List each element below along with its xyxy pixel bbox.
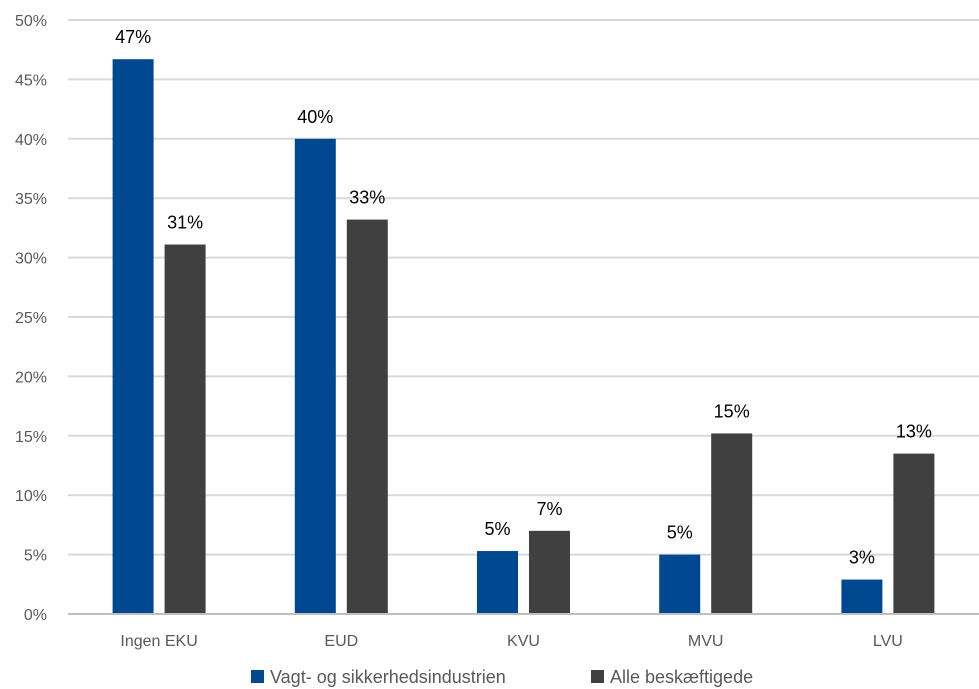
data-label: 5% xyxy=(667,523,693,543)
y-tick-label: 30% xyxy=(15,251,47,268)
data-label: 40% xyxy=(297,107,333,127)
x-category-label: KVU xyxy=(507,633,540,650)
legend-swatch-1 xyxy=(591,670,604,683)
data-label: 13% xyxy=(896,422,932,442)
x-category-label: LVU xyxy=(873,633,903,650)
bar-alle-mvu xyxy=(711,433,753,614)
data-label: 5% xyxy=(484,519,510,539)
bar-vagt-lvu xyxy=(841,579,883,614)
x-category-label: MVU xyxy=(688,633,724,650)
legend: Vagt- og sikkerhedsindustrien Alle beskæf… xyxy=(251,667,753,687)
y-tick-label: 25% xyxy=(15,310,47,327)
x-category-label: EUD xyxy=(324,633,358,650)
x-category-label: Ingen EKU xyxy=(120,633,197,650)
y-tick-label: 10% xyxy=(15,488,47,505)
bar-alle-eud xyxy=(346,219,388,615)
y-tick-label: 15% xyxy=(15,429,47,446)
bar-vagt-eud xyxy=(294,138,336,615)
data-label: 15% xyxy=(714,401,750,421)
y-tick-label: 35% xyxy=(15,191,47,208)
bars xyxy=(112,59,935,615)
data-label: 47% xyxy=(115,27,151,47)
y-tick-label: 40% xyxy=(15,132,47,149)
y-axis-ticks: 0% 5% 10% 15% 20% 25% 30% 35% 40% 45% 50% xyxy=(15,13,47,624)
bar-vagt-kvu xyxy=(477,551,518,614)
y-tick-label: 5% xyxy=(24,548,47,565)
bar-vagt-ingen-eku xyxy=(112,59,154,615)
data-label: 33% xyxy=(349,188,385,208)
data-label: 31% xyxy=(167,213,203,233)
data-label: 7% xyxy=(536,499,562,519)
y-tick-label: 50% xyxy=(15,13,47,30)
bar-alle-ingen-eku xyxy=(164,244,206,615)
data-label: 3% xyxy=(849,548,875,568)
legend-swatch-0 xyxy=(251,670,264,683)
bar-alle-lvu xyxy=(893,453,935,614)
y-tick-label: 20% xyxy=(15,369,47,386)
bar-vagt-mvu xyxy=(659,554,701,614)
y-tick-label: 45% xyxy=(15,72,47,89)
data-labels: 47% 31% 40% 33% 5% 7% 5% 15% 3% 13% xyxy=(115,27,932,567)
gridlines xyxy=(68,19,979,556)
legend-label-1: Alle beskæftigede xyxy=(610,667,753,687)
legend-label-0: Vagt- og sikkerhedsindustrien xyxy=(270,667,506,687)
y-tick-label: 0% xyxy=(24,607,47,624)
x-axis-categories: Ingen EKU EUD KVU MVU LVU xyxy=(120,633,902,650)
bar-alle-kvu xyxy=(529,530,570,614)
